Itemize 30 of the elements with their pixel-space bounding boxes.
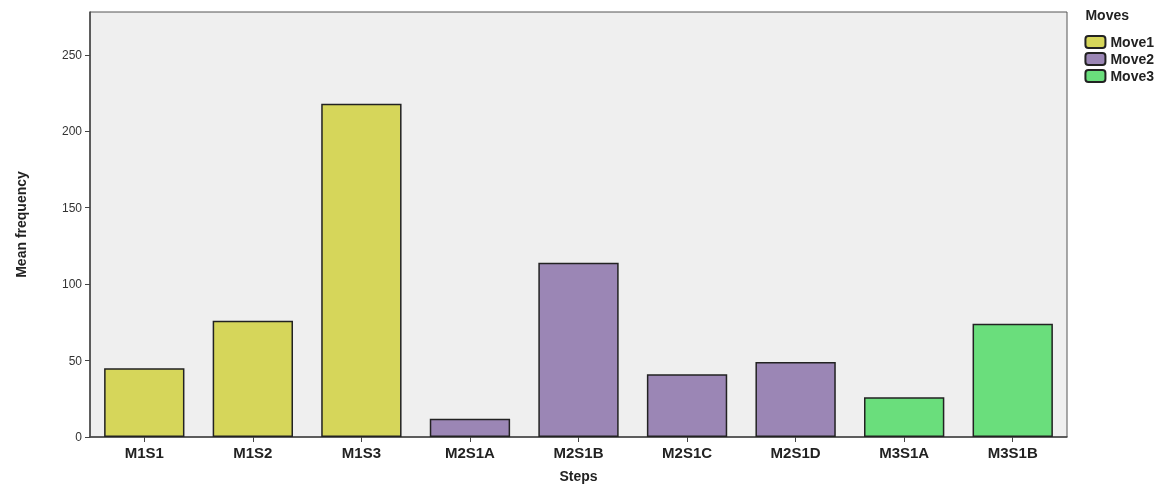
x-tick-label: M2S1A <box>444 444 496 461</box>
y-tick-label: 250 <box>61 47 83 62</box>
legend-label: Move1 <box>1110 34 1155 50</box>
x-tick-label: M2S1C <box>662 444 713 461</box>
bar <box>864 397 945 437</box>
legend-label: Move2 <box>1110 51 1155 67</box>
x-tick-label: M3S1B <box>987 444 1038 461</box>
x-tick-label: M2S1D <box>770 444 821 461</box>
bar <box>972 323 1053 437</box>
legend-label: Move3 <box>1110 68 1155 84</box>
x-tick-label: M1S1 <box>124 444 164 461</box>
x-tick-label: M3S1A <box>879 444 930 461</box>
y-tick-label: 200 <box>61 124 83 139</box>
x-axis-title: Steps <box>559 468 598 484</box>
bar <box>538 262 619 437</box>
x-tick-label: M1S3 <box>341 444 381 461</box>
y-axis-title: Mean frequency <box>13 171 29 278</box>
legend-title: Moves <box>1085 7 1130 23</box>
y-tick-label: 0 <box>75 430 83 444</box>
bar <box>429 418 511 437</box>
bar <box>646 374 728 437</box>
x-tick-label: M1S2 <box>233 444 273 461</box>
y-tick-label: 50 <box>68 353 83 368</box>
bar <box>755 362 836 437</box>
y-tick-label: 150 <box>61 200 83 215</box>
x-tick-label: M2S1B <box>553 444 604 461</box>
bar <box>212 320 293 437</box>
y-tick-label: 100 <box>61 277 83 292</box>
bar <box>321 103 402 437</box>
bar <box>104 368 185 437</box>
